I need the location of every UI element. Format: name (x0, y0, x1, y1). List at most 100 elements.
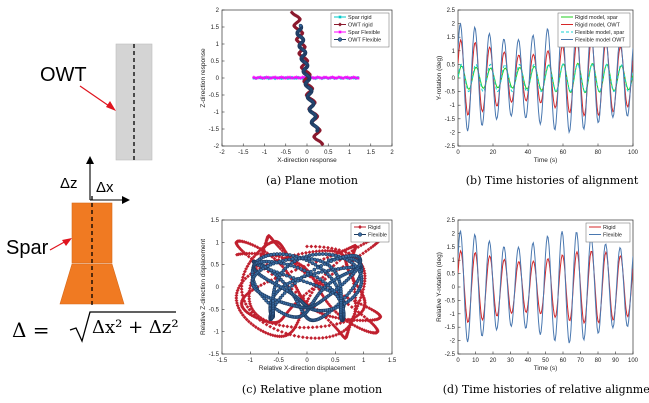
spar-flexible-point (313, 76, 318, 80)
spar-flexible-point (256, 75, 260, 80)
rigid-point (306, 263, 311, 268)
flexible-point (284, 258, 288, 262)
spar-flexible-point (275, 76, 280, 80)
flexible-point (289, 263, 293, 268)
flexible-point (303, 256, 308, 261)
y-tick-label: 1.5 (447, 245, 456, 251)
legend-item: Spar rigid (334, 15, 372, 21)
rigid-point (246, 261, 251, 266)
legend-item: Flexible model, spar (561, 30, 624, 36)
series-line (458, 249, 633, 325)
charts: -2 -1.5 -1 -0.5 0 0.5 1 1.5 221.510.50-0.5-1-1.5… (200, 8, 649, 396)
flexible-point (293, 281, 297, 285)
x-tick-label: 20 (490, 358, 497, 364)
x-tick-label: 1.5 (388, 358, 397, 364)
rigid-point (323, 324, 328, 329)
rigid-point (237, 283, 242, 288)
y-tick-label: 1 (216, 42, 220, 48)
rigid-point (359, 302, 364, 307)
rigid-point (305, 244, 309, 249)
flexible-point (317, 252, 322, 256)
y-tick-label: 0.5 (447, 272, 456, 278)
x-tick-label: -1.5 (217, 358, 228, 364)
rigid-point (262, 281, 267, 286)
y-tick-label: -1 (450, 312, 456, 318)
y-tick-label: 1.5 (211, 218, 220, 224)
y-tick-label: 1 (216, 240, 220, 246)
rigid-point (246, 254, 251, 259)
spar-flexible-point (292, 75, 297, 80)
y-tick-label: 0.5 (447, 62, 456, 68)
rigid-point (320, 275, 325, 280)
spar-flexible-point (266, 75, 271, 80)
legend-item: Rigid (589, 225, 616, 231)
rigid-point (353, 246, 358, 251)
rigid-point (247, 291, 252, 296)
rigid-point (244, 317, 249, 322)
flexible-point (320, 252, 325, 256)
flexible-point (336, 267, 340, 271)
rigid-point (317, 244, 322, 249)
x-tick-label: 60 (560, 150, 567, 156)
spar-flexible-point (324, 75, 328, 80)
rigid-point (256, 326, 261, 331)
rigid-point (277, 323, 282, 328)
spar-flexible-point (296, 76, 301, 80)
flexible-point (295, 265, 300, 270)
flexible-point (296, 278, 300, 283)
rigid-point (235, 288, 240, 293)
rigid-point (270, 321, 275, 326)
x-tick-label: -1 (248, 358, 254, 364)
flexible-point (322, 262, 327, 266)
x-tick-label: 0 (305, 358, 309, 364)
flexible-point (333, 253, 338, 258)
chart-caption: (a) Plane motion (266, 174, 358, 187)
spar-flexible-point (290, 76, 294, 80)
spar-flexible-point (351, 75, 356, 79)
legend-label: Rigid model, spar (575, 15, 618, 21)
rigid-point (364, 316, 369, 321)
spar-flexible-point (294, 75, 299, 79)
x-tick-label: 100 (628, 358, 639, 364)
spar-flexible-point (354, 75, 358, 80)
rigid-point (303, 250, 308, 255)
legend-item: Rigid model, spar (561, 15, 618, 21)
rigid-point (289, 324, 294, 329)
legend-label: Flexible model, spar (575, 30, 624, 36)
y-tick-label: 1.5 (211, 25, 220, 31)
plot-area (252, 10, 360, 146)
y-tick-label: -2.5 (445, 352, 456, 358)
rigid-point (339, 330, 344, 335)
flexible-point (300, 256, 305, 261)
rigid-point (333, 310, 338, 315)
rigid-point (251, 323, 256, 328)
spar-flexible-point (339, 75, 343, 80)
legend-label: Rigid (368, 225, 381, 231)
flexible-point (280, 258, 285, 263)
flexible-point (323, 281, 328, 286)
y-axis-label: Y-rotation (deg) (436, 56, 443, 101)
rigid-point (304, 291, 309, 296)
rigid-point (247, 294, 252, 299)
flexible-point (315, 275, 319, 280)
flexible-point (310, 261, 315, 265)
flexible-point (347, 291, 351, 295)
flexible-point (310, 257, 314, 261)
x-tick-label: 1 (362, 358, 366, 364)
flexible-point (305, 280, 309, 285)
x-tick-label: 100 (628, 150, 639, 156)
flexible-point (275, 270, 279, 275)
x-tick-label: -2 (219, 150, 225, 156)
flexible-point (313, 257, 317, 262)
flexible-point (290, 283, 295, 288)
x-axis-label: Time (s) (534, 157, 558, 164)
rigid-point (305, 335, 309, 340)
y-axis-label: Z-direction response (200, 48, 207, 108)
legend-label: Flexible model OWT (575, 38, 625, 44)
rigid-point (240, 313, 245, 318)
rigid-point (353, 304, 358, 309)
spar-flexible-point (300, 75, 305, 80)
flexible-point (275, 252, 279, 256)
rigid-point (251, 314, 256, 319)
